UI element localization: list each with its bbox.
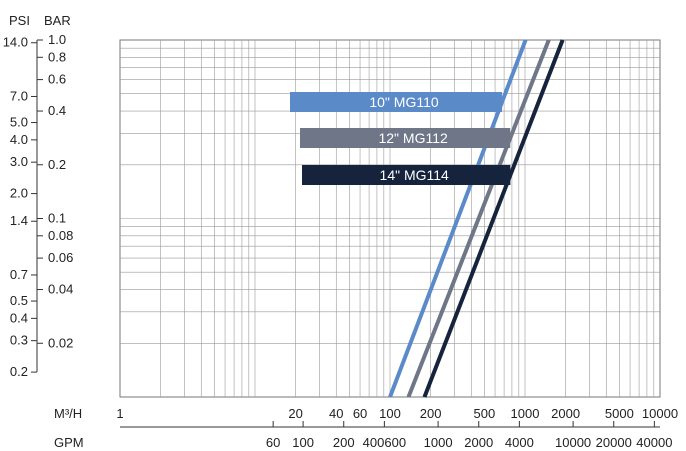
m3h-tick-labels: 1 20 40 60 100 200 500 1000 2000 5000 10000 bbox=[116, 406, 678, 421]
m3h-tick-label: 60 bbox=[353, 406, 367, 421]
bar-tick-label: 0.06 bbox=[48, 250, 73, 265]
series-label-box bbox=[300, 128, 511, 148]
gpm-tick-label: 200 bbox=[333, 435, 355, 450]
series-label: 12" MG112 bbox=[378, 130, 448, 146]
bar-tick-label: 0.04 bbox=[48, 282, 73, 297]
gpm-tick-labels: 60 100 200 400600 1000 2000 4000 10000 20000 4000… bbox=[266, 421, 672, 450]
gpm-tick-label: 1000 bbox=[424, 435, 453, 450]
gpm-tick-label: 40000 bbox=[636, 435, 672, 450]
bar-axis-unit: BAR bbox=[44, 13, 71, 28]
series-label: 14" MG114 bbox=[380, 167, 450, 183]
psi-tick-label: 1.4 bbox=[10, 213, 28, 228]
psi-tick-label: 14.0 bbox=[3, 35, 28, 50]
psi-tick-label: 4.0 bbox=[10, 132, 28, 147]
bar-tick-label: 0.08 bbox=[48, 228, 73, 243]
series-label: 10" MG110 bbox=[369, 94, 439, 110]
m3h-tick-label: 200 bbox=[420, 406, 442, 421]
psi-tick-label: 3.0 bbox=[10, 154, 28, 169]
m3h-tick-label: 40 bbox=[329, 406, 343, 421]
gpm-tick-label: 10000 bbox=[555, 435, 591, 450]
series-label-box bbox=[290, 92, 503, 112]
x-axis-secondary: 60 100 200 400600 1000 2000 4000 10000 20000 4000… bbox=[120, 421, 672, 450]
y-axis-left: 14.0 7.0 5.0 4.0 3.0 2.0 1.4 0.7 0.5 0.4 0.3 0.2 bbox=[3, 35, 38, 379]
psi-tick-labels: 14.0 7.0 5.0 4.0 3.0 2.0 1.4 0.7 0.5 0.4 0.3 0.2 bbox=[3, 35, 37, 379]
m3h-tick-label: 10000 bbox=[642, 406, 678, 421]
bar-tick-label: 0.02 bbox=[48, 335, 73, 350]
bar-tick-label: 1.0 bbox=[48, 32, 66, 47]
m3h-axis-unit: M³/H bbox=[54, 406, 82, 421]
bar-tick-label: 0.8 bbox=[48, 49, 66, 64]
psi-tick-label: 5.0 bbox=[10, 115, 28, 130]
psi-tick-label: 0.2 bbox=[10, 364, 28, 379]
m3h-tick-label: 100 bbox=[379, 406, 401, 421]
grid bbox=[120, 40, 660, 397]
series-line bbox=[422, 39, 565, 398]
psi-tick-label: 2.0 bbox=[10, 186, 28, 201]
m3h-tick-label: 500 bbox=[474, 406, 496, 421]
bar-tick-label: 0.6 bbox=[48, 72, 66, 87]
psi-tick-label: 0.5 bbox=[10, 293, 28, 308]
gpm-tick-label: 20000 bbox=[596, 435, 632, 450]
psi-tick-label: 0.3 bbox=[10, 333, 28, 348]
m3h-tick-label: 5000 bbox=[605, 406, 634, 421]
bar-tick-labels: 1.0 0.8 0.6 0.4 0.2 0.1 0.08 0.06 0.04 0.02 bbox=[37, 32, 73, 350]
psi-tick-label: 0.7 bbox=[10, 267, 28, 282]
gpm-tick-label: 60 bbox=[266, 435, 280, 450]
m3h-tick-label: 1 bbox=[116, 406, 123, 421]
gpm-tick-label: 400600 bbox=[363, 435, 406, 450]
m3h-tick-label: 20 bbox=[288, 406, 302, 421]
series-line bbox=[388, 39, 528, 398]
m3h-tick-label: 1000 bbox=[511, 406, 540, 421]
bar-tick-label: 0.4 bbox=[48, 103, 66, 118]
gpm-axis-unit: GPM bbox=[54, 435, 84, 450]
series-layer: 10" MG110 12" MG112 14" MG114 bbox=[290, 39, 565, 398]
psi-tick-label: 0.4 bbox=[10, 310, 28, 325]
x-axis-primary: 1 20 40 60 100 200 500 1000 2000 5000 10000 bbox=[116, 406, 678, 421]
bar-tick-label: 0.2 bbox=[48, 157, 66, 172]
psi-axis-unit: PSI bbox=[9, 13, 30, 28]
y-axis-right: 1.0 0.8 0.6 0.4 0.2 0.1 0.08 0.06 0.04 0.02 bbox=[37, 32, 73, 350]
series-label-box bbox=[302, 165, 511, 185]
bar-tick-label: 0.1 bbox=[48, 211, 66, 226]
psi-tick-label: 7.0 bbox=[10, 88, 28, 103]
gpm-tick-label: 4000 bbox=[505, 435, 534, 450]
series-line bbox=[406, 39, 551, 398]
gpm-tick-label: 2000 bbox=[464, 435, 493, 450]
gpm-tick-label: 100 bbox=[292, 435, 314, 450]
m3h-tick-label: 2000 bbox=[551, 406, 580, 421]
